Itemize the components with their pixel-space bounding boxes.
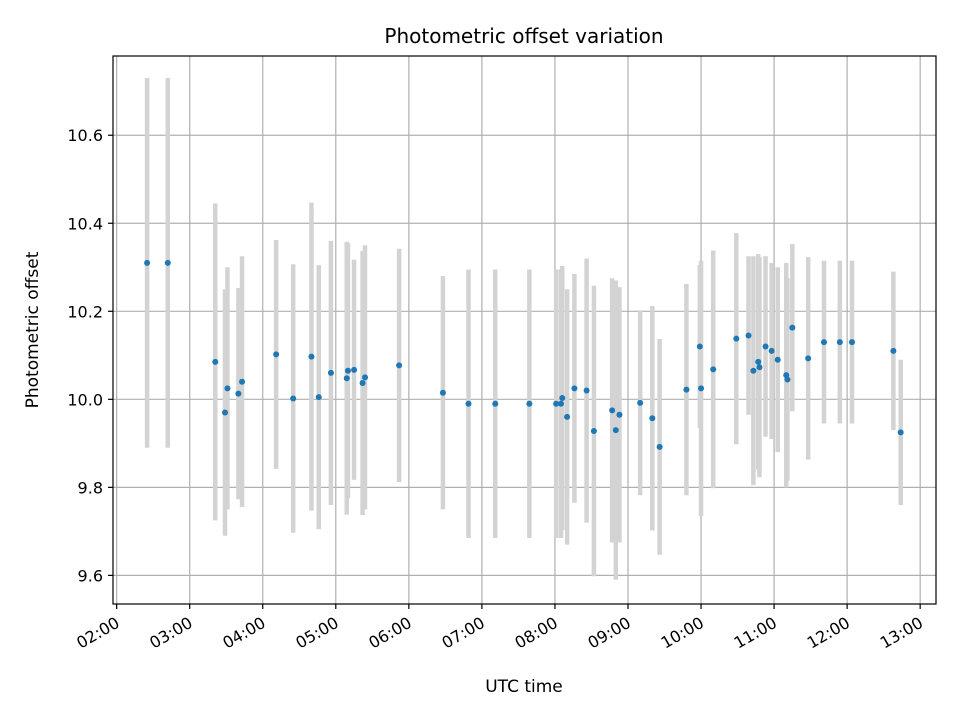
data-point	[656, 443, 663, 450]
y-axis-label: Photometric offset	[23, 251, 43, 408]
x-tick-label: 03:00	[146, 613, 195, 653]
data-point	[890, 347, 897, 354]
data-point	[784, 376, 791, 383]
data-point	[465, 400, 472, 407]
data-point	[768, 347, 775, 354]
data-point	[359, 380, 366, 387]
data-point	[637, 399, 644, 406]
y-tick-label: 9.6	[78, 566, 103, 585]
plot-frame	[112, 55, 937, 605]
x-axis-label: UTC time	[485, 677, 563, 697]
data-point	[222, 409, 229, 416]
x-tick-label: 02:00	[73, 613, 122, 653]
data-point	[848, 339, 855, 346]
data-point	[526, 400, 533, 407]
y-tick-label: 10.2	[67, 302, 103, 321]
x-axis-ticks: 02:00 03:00 04:00 05:00 06:00 07:00 08:00 09:00…	[73, 604, 926, 653]
data-point	[558, 400, 565, 407]
x-tick-label: 10:00	[658, 613, 707, 653]
data-point	[212, 358, 219, 365]
data-point	[362, 374, 369, 381]
data-point	[344, 367, 351, 374]
data-point	[553, 400, 560, 407]
data-point	[710, 366, 717, 373]
data-point	[439, 389, 446, 396]
data-point	[144, 259, 151, 266]
x-tick-label: 07:00	[438, 613, 487, 653]
data-point	[224, 385, 231, 392]
data-point	[820, 339, 827, 346]
data-point	[612, 427, 619, 434]
data-point	[756, 364, 763, 371]
data-point	[564, 413, 571, 420]
x-tick-label: 09:00	[585, 613, 634, 653]
data-point	[750, 367, 757, 374]
grid-lines	[113, 56, 936, 604]
data-point	[315, 394, 322, 401]
data-point	[609, 407, 616, 414]
data-point	[649, 415, 656, 422]
data-point	[683, 386, 690, 393]
data-point	[343, 375, 350, 382]
data-point	[164, 259, 171, 266]
data-point	[327, 369, 334, 376]
data-point	[239, 378, 246, 385]
data-point	[774, 356, 781, 363]
data-point	[762, 343, 769, 350]
chart-title: Photometric offset variation	[384, 24, 663, 48]
x-tick-label: 04:00	[219, 613, 268, 653]
data-point	[308, 353, 315, 360]
data-point	[396, 362, 403, 369]
data-point	[492, 400, 499, 407]
data-point	[696, 343, 703, 350]
y-tick-label: 10.0	[67, 390, 103, 409]
y-tick-label: 10.6	[67, 126, 103, 145]
data-point	[273, 351, 280, 358]
x-tick-label: 05:00	[292, 613, 341, 653]
data-point	[571, 385, 578, 392]
data-point	[559, 395, 566, 402]
data-point	[755, 358, 762, 365]
data-point	[290, 395, 297, 402]
data-point	[351, 366, 358, 373]
data-point	[789, 324, 796, 331]
data-point	[583, 387, 590, 394]
data-point	[805, 355, 812, 362]
x-tick-label: 06:00	[365, 613, 414, 653]
data-point	[616, 411, 623, 418]
y-tick-label: 10.4	[67, 214, 103, 233]
data-point	[897, 429, 904, 436]
y-axis-ticks: 9.6 9.8 10.0 10.2 10.4 10.6	[67, 126, 113, 585]
data-point	[698, 385, 705, 392]
x-tick-label: 11:00	[731, 613, 780, 653]
data-point	[836, 339, 843, 346]
error-bars	[144, 78, 903, 580]
x-tick-label: 13:00	[877, 613, 926, 653]
data-point	[235, 390, 242, 397]
x-tick-label: 12:00	[804, 613, 853, 653]
x-tick-label: 08:00	[512, 613, 561, 653]
data-points	[144, 259, 904, 450]
data-point	[733, 335, 740, 342]
data-point	[745, 332, 752, 339]
y-tick-label: 9.8	[78, 478, 103, 497]
data-point	[590, 428, 597, 435]
